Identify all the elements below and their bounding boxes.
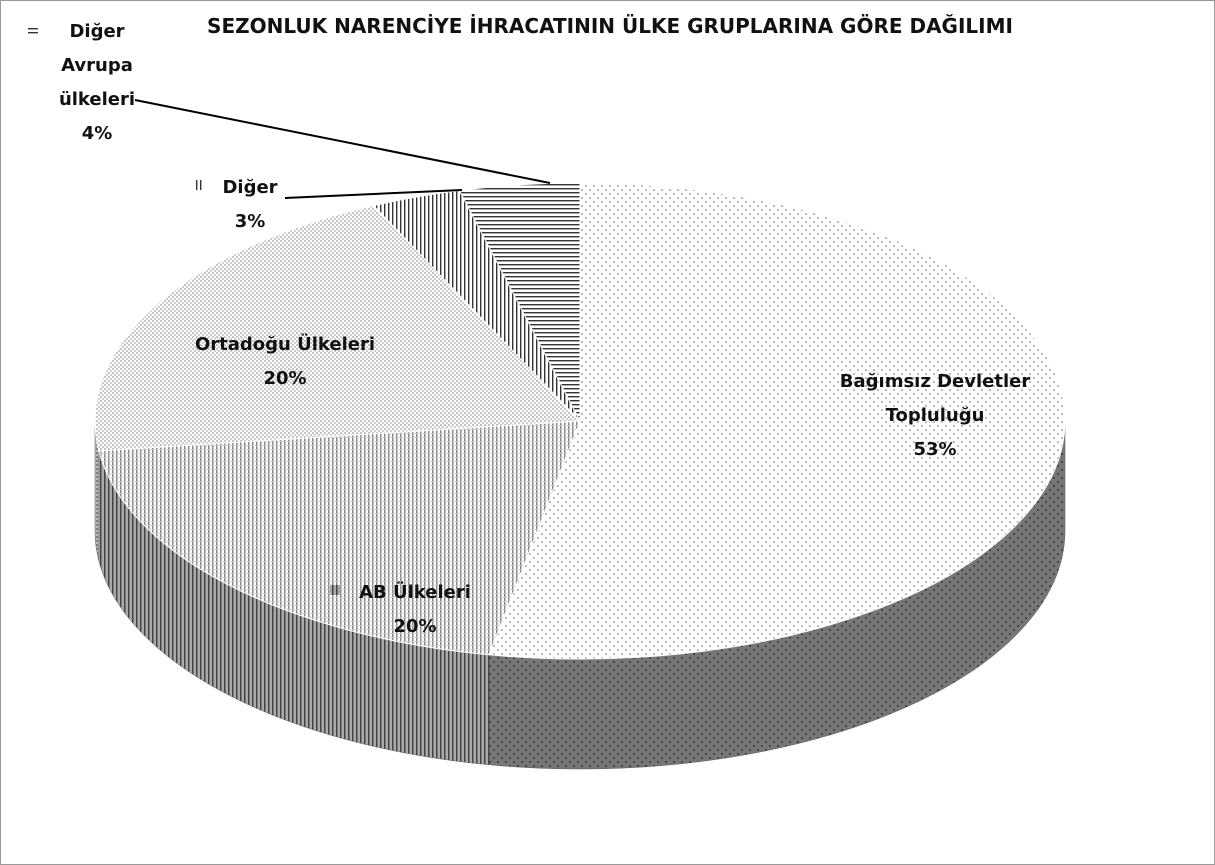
slice-label: Bağımsız Devletler Topluluğu (839, 371, 1031, 426)
slice-value-label: 53% (913, 439, 957, 460)
slice-label: Diğer Avrupa ülkeleri (58, 21, 136, 110)
slice-value-label: 20% (263, 368, 307, 389)
leader-line (284, 189, 463, 199)
slice-label: Diğer (222, 177, 278, 198)
slice-label: Ortadoğu Ülkeleri (194, 334, 376, 355)
slice-value-label: 20% (393, 616, 437, 637)
legend-key (195, 180, 203, 190)
slice (488, 182, 1066, 660)
legend-key (28, 26, 38, 34)
slice-value-label: 4% (81, 123, 113, 144)
pie-tops (94, 182, 1066, 660)
legend-key (330, 585, 340, 595)
slice-value-label: 3% (234, 211, 266, 232)
slice-label: AB Ülkeleri (359, 582, 471, 603)
chart-title: SEZONLUK NARENCİYE İHRACATININ ÜLKE GRUP… (207, 14, 1013, 38)
slice (94, 205, 582, 452)
leader-line (134, 99, 551, 184)
slice (98, 420, 581, 656)
legend-key (160, 336, 170, 346)
